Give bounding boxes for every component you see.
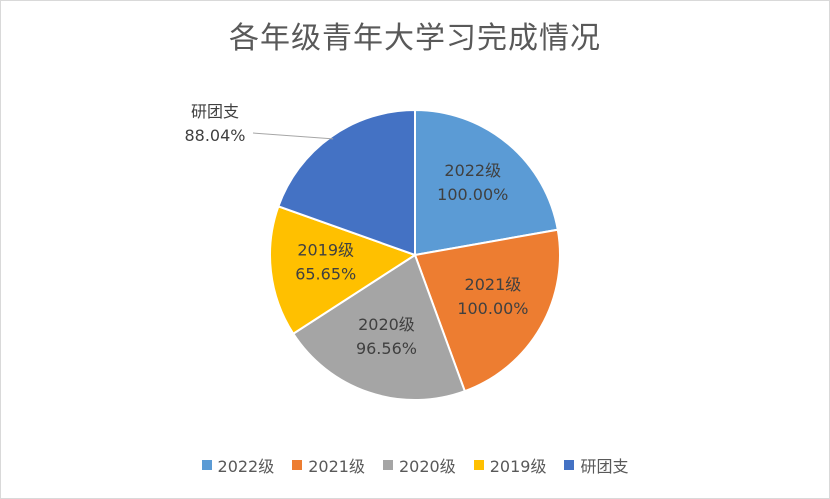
legend-label-4: 研团支 [580,457,629,476]
legend-swatch-2 [382,460,393,470]
pie-slice-1 [413,228,561,393]
legend-swatch-1 [292,460,303,470]
slice-value-label-1: 100.00% [457,299,528,318]
legend-label-3: 2019级 [489,457,547,476]
slice-value-label-0: 100.00% [437,185,508,204]
legend-label-0: 2022级 [217,457,275,476]
pie-slice-2 [291,253,467,401]
slice-value-label-2: 96.56% [356,339,417,358]
slice-value-label-3: 65.65% [295,264,356,283]
pie-slice-4 [277,108,416,257]
pie-slice-3 [269,205,418,336]
legend-swatch-0 [201,460,212,470]
slice-category-label-2: 2020级 [358,315,415,334]
legend-item-2: 2020级 [382,453,456,477]
chart-legend: 2022级 2021级 2020级 2019级 研团支 [1,453,829,477]
legend-label-1: 2021级 [308,457,365,476]
slice-value-label-4: 88.04% [184,126,245,145]
leader-line-4 [252,132,334,140]
slice-category-label-4: 研团支 [191,102,239,121]
legend-label-2: 2020级 [398,457,456,476]
legend-item-1: 2021级 [292,453,365,477]
legend-item-3: 2019级 [473,453,547,477]
legend-swatch-3 [473,460,484,470]
legend-item-0: 2022级 [201,453,275,477]
chart-title: 各年级青年大学习完成情况 [229,21,601,56]
slice-category-label-0: 2022级 [444,161,501,180]
legend-swatch-4 [564,460,575,470]
slice-category-label-1: 2021级 [465,275,522,294]
pie-slice-0 [414,108,559,257]
legend-item-4: 研团支 [564,453,628,477]
slice-category-label-3: 2019级 [297,240,354,259]
